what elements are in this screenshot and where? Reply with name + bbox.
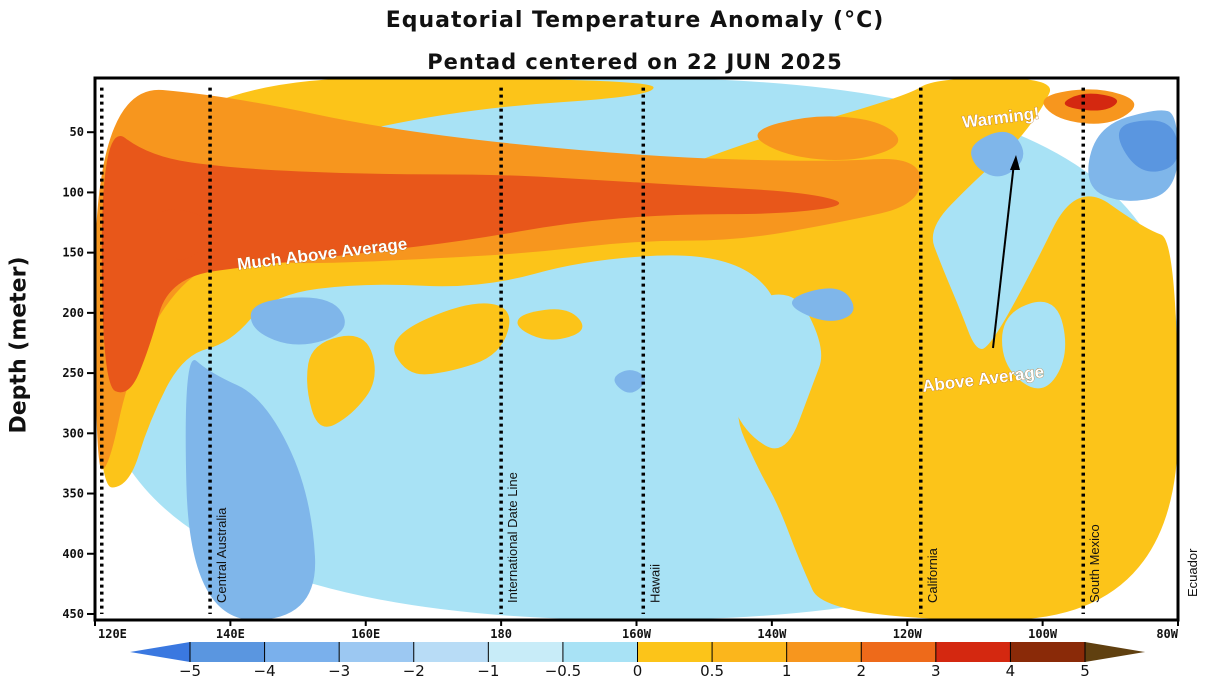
reference-line-label: South Mexico [1087, 524, 1102, 603]
reference-line-label: Ecuador [1185, 548, 1200, 597]
region-above-yellow [517, 309, 583, 340]
reference-line-label: Hawaii [647, 564, 662, 603]
colorbar-segment [488, 642, 564, 662]
colorbar-tick-label: 0 [633, 662, 643, 680]
x-tick-label: 140E [216, 627, 245, 641]
y-tick-label: 400 [62, 547, 84, 561]
y-tick-label: 150 [62, 246, 84, 260]
colorbar-tick-label: 2 [856, 662, 866, 680]
colorbar-tick-label: −4 [254, 662, 276, 680]
x-tick-label: 80W [1156, 627, 1178, 641]
region-cold [1118, 120, 1178, 172]
x-tick-label: 160E [351, 627, 380, 641]
colorbar-tick-label: −1 [477, 662, 499, 680]
region-hot [1064, 93, 1118, 111]
region-below [614, 370, 645, 393]
colorbar: −5 −4 −3 −2 −1 −0.5 0 0.5 1 2 3 4 5 [130, 642, 1145, 680]
colorbar-segment [935, 642, 1011, 662]
warming-arrow-head [1010, 155, 1020, 170]
region-above-orange [757, 116, 899, 161]
region-near-zero [720, 294, 822, 449]
x-tick-label: 140W [757, 627, 787, 641]
region-near-zero [1002, 301, 1066, 389]
region-below [250, 297, 345, 345]
reference-line-label: California [925, 547, 940, 603]
colorbar-tick-label: 4 [1006, 662, 1016, 680]
colorbar-segment [264, 642, 340, 662]
colorbar-segment [413, 642, 489, 662]
colorbar-tick-label: 5 [1080, 662, 1090, 680]
colorbar-tick-label: −0.5 [545, 662, 581, 680]
colorbar-tick-label: −3 [328, 662, 350, 680]
x-tick-label: 120W [893, 627, 923, 641]
chart-subtitle: Pentad centered on 22 JUN 2025 [427, 50, 843, 74]
region-much-above [101, 136, 840, 393]
region-below [971, 131, 1024, 177]
colorbar-segment [861, 642, 937, 662]
colorbar-segment [339, 642, 415, 662]
colorbar-tick-label: 0.5 [700, 662, 724, 680]
x-tick-label: 160W [622, 627, 652, 641]
x-tick-label: 180 [490, 627, 512, 641]
warming-arrow [992, 162, 1015, 349]
region-much-above [156, 209, 212, 260]
colorbar-segment [712, 642, 788, 662]
colorbar-tick-label: 3 [931, 662, 941, 680]
colorbar-tick-label: −5 [179, 662, 201, 680]
colorbar-tick-label: −2 [403, 662, 425, 680]
y-tick-label: 50 [70, 125, 84, 139]
colorbar-segment [190, 642, 266, 662]
region-above-yellow [307, 335, 375, 427]
colorbar-min-arrow [130, 642, 190, 662]
y-tick-label: 250 [62, 366, 84, 380]
x-tick-label: 100W [1028, 627, 1058, 641]
chart-title: Equatorial Temperature Anomaly (°C) [385, 8, 885, 33]
x-axis-ticks: 120E 140E 160E 180 160W 140W 120W 100W 80W [94, 620, 1179, 641]
region-above-yellow [394, 303, 510, 375]
colorbar-segment [786, 642, 862, 662]
y-tick-label: 100 [62, 185, 84, 199]
x-tick-label: 120E [98, 627, 127, 641]
colorbar-segment [562, 642, 638, 662]
y-tick-label: 450 [62, 607, 84, 621]
colorbar-segment [637, 642, 713, 662]
reference-line-label: Central Australia [214, 507, 229, 603]
reference-line-label: International Date Line [505, 472, 520, 603]
colorbar-tick-label: 1 [782, 662, 792, 680]
region-below [791, 288, 854, 321]
colorbar-segment [1010, 642, 1086, 662]
y-tick-label: 300 [62, 426, 84, 440]
y-tick-label: 350 [62, 487, 84, 501]
anomaly-regions [95, 78, 1178, 620]
y-axis-ticks: 50 100 150 200 250 300 350 400 450 [62, 125, 95, 621]
y-tick-label: 200 [62, 306, 84, 320]
region-below [185, 360, 316, 620]
reference-lines: Central Australia International Date Line… [100, 87, 1200, 614]
colorbar-max-arrow [1085, 642, 1145, 662]
